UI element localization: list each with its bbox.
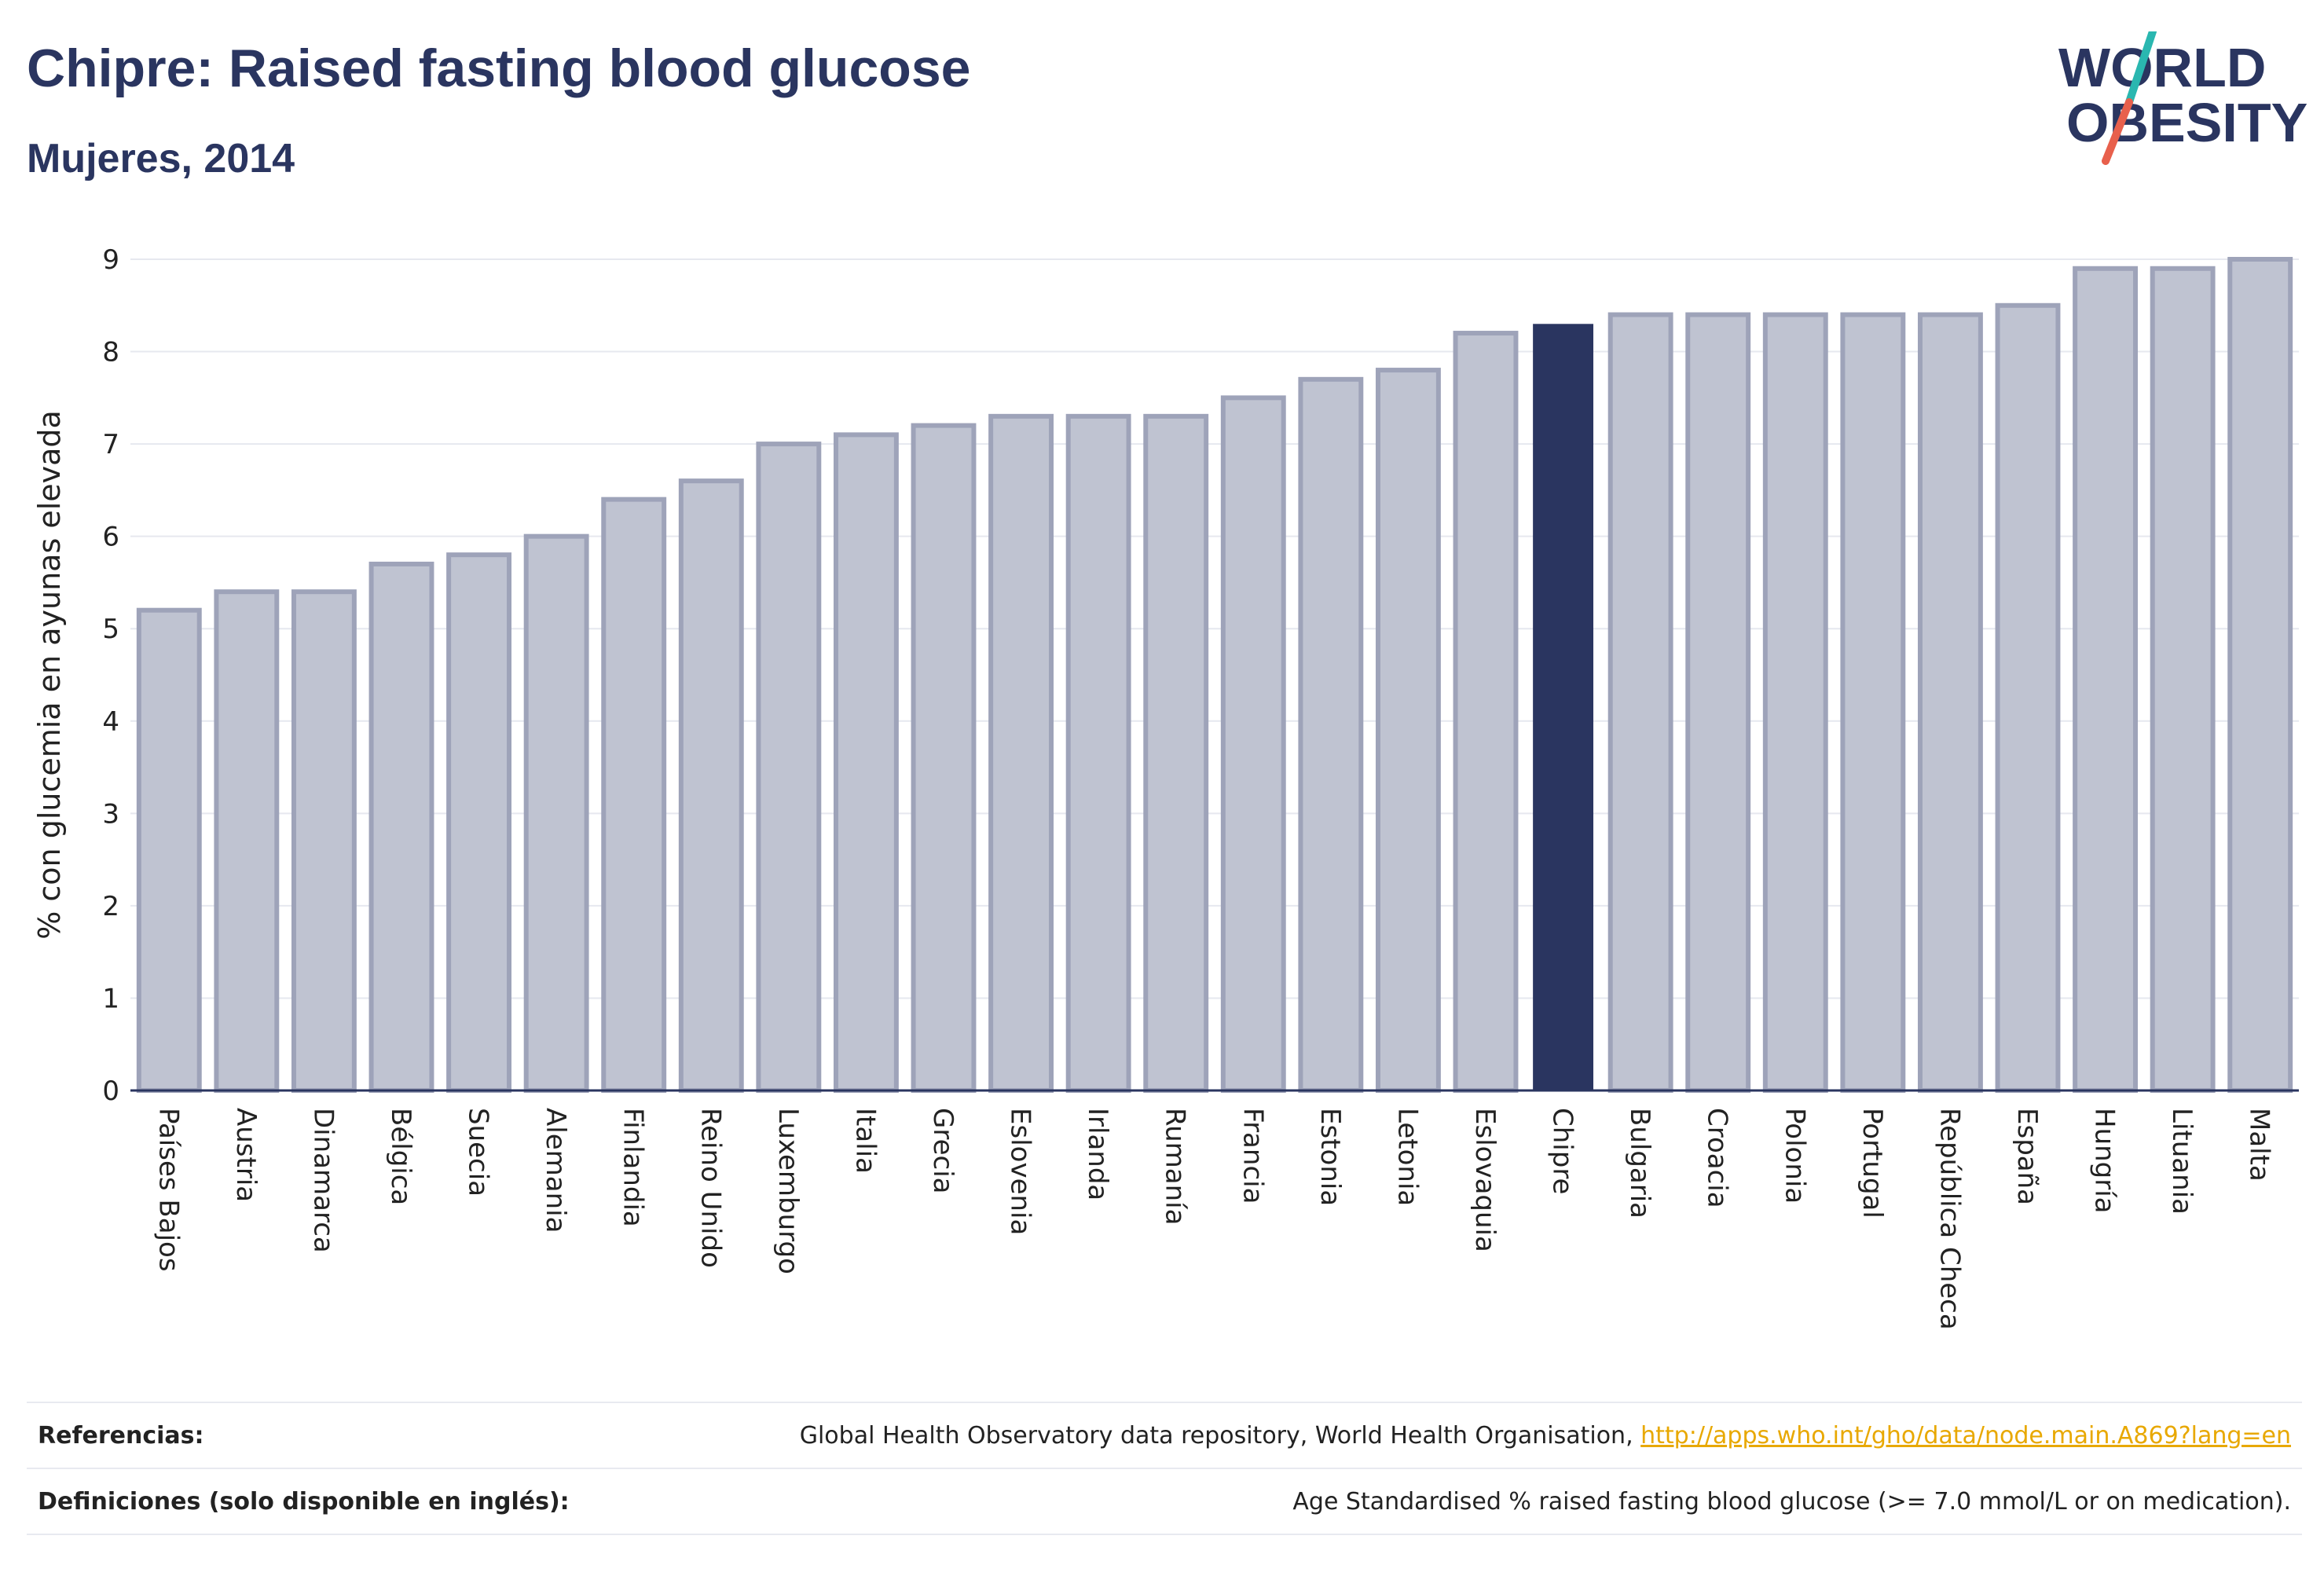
bar-chipre[interactable]: [1533, 324, 1594, 1090]
logo-slash-bottom: [2102, 98, 2133, 165]
bar-hungría[interactable]: [2073, 266, 2139, 1093]
definitions-row: Definiciones (solo disponible en inglés)…: [27, 1468, 2302, 1535]
y-tick-label: 7: [102, 429, 119, 460]
bar-irlanda[interactable]: [1065, 413, 1131, 1094]
x-tick-label: Estonia: [1314, 1108, 1346, 1206]
y-tick-label: 4: [102, 706, 119, 738]
y-tick-labels: 0 1 2 3 4 5 6 7 8 9: [102, 244, 119, 1107]
x-tick-label: España: [2011, 1108, 2043, 1205]
x-tick-label: Letonia: [1391, 1108, 1423, 1206]
x-tick-label: Italia: [849, 1108, 881, 1174]
world-obesity-logo: WORLD OBESITY: [2058, 31, 2308, 165]
bar-letonia[interactable]: [1375, 368, 1441, 1094]
definitions-label: Definiciones (solo disponible en inglés)…: [38, 1488, 570, 1516]
x-tick-label: República Checa: [1934, 1108, 1965, 1330]
logo-line2: OBESITY: [2066, 92, 2308, 153]
x-tick-label: Dinamarca: [307, 1108, 339, 1253]
bar-chart: 0 1 2 3 4 5 6 7 8 9 Países Bajos Austria Dinamarca B…: [32, 244, 2299, 1330]
bar-francia[interactable]: [1220, 395, 1286, 1094]
x-tick-label: Países Bajos: [152, 1108, 184, 1272]
y-tick-label: 6: [102, 522, 119, 553]
references-label: Referencias:: [38, 1422, 204, 1450]
x-tick-label: Luxemburgo: [772, 1108, 804, 1274]
x-tick-label: Grecia: [927, 1108, 959, 1193]
bar-polonia[interactable]: [1762, 312, 1828, 1094]
bar-bulgaria[interactable]: [1607, 312, 1673, 1094]
chart-subtitle: Mujeres, 2014: [27, 136, 295, 181]
references-text: Global Health Observatory data repositor…: [799, 1422, 1641, 1450]
x-tick-label: Reino Unido: [695, 1108, 726, 1268]
references-value: Global Health Observatory data repositor…: [800, 1422, 2291, 1450]
footer: Referencias: Global Health Observatory d…: [27, 1402, 2302, 1535]
y-tick-label: 0: [102, 1076, 119, 1107]
x-tick-label: Lituania: [2166, 1108, 2198, 1215]
bar-finlandia[interactable]: [601, 497, 667, 1093]
x-tick-label: Francia: [1237, 1108, 1268, 1204]
bar-reino-unido[interactable]: [678, 478, 744, 1093]
bar-croacia[interactable]: [1685, 312, 1751, 1094]
x-tick-label: Suecia: [463, 1108, 494, 1197]
x-tick-label: Hungría: [2089, 1108, 2121, 1214]
bar-estonia[interactable]: [1298, 376, 1364, 1094]
bar-portugal[interactable]: [1840, 312, 1906, 1094]
x-tick-label: Chipre: [1547, 1108, 1578, 1194]
y-tick-label: 9: [102, 244, 119, 276]
logo-slash-top: [2125, 31, 2157, 106]
y-tick-label: 8: [102, 337, 119, 368]
x-tick-label: Malta: [2244, 1108, 2275, 1182]
bar-malta[interactable]: [2227, 257, 2293, 1093]
bar-eslovaquia[interactable]: [1453, 331, 1519, 1094]
logo-line1: WORLD: [2058, 37, 2266, 98]
y-tick-label: 2: [102, 891, 119, 922]
x-tick-label: Bulgaria: [1624, 1108, 1655, 1219]
x-tick-label: Finlandia: [618, 1108, 649, 1227]
bars: [136, 257, 2293, 1094]
bar-eslovenia[interactable]: [988, 413, 1054, 1094]
x-tick-label: Croacia: [1702, 1108, 1733, 1208]
references-link[interactable]: http://apps.who.int/gho/data/node.main.A…: [1640, 1422, 2291, 1450]
chart-title: Chipre: Raised fasting blood glucose: [27, 38, 971, 98]
bar-grecia[interactable]: [911, 423, 977, 1094]
x-tick-label: Polonia: [1779, 1108, 1810, 1204]
bar-españa[interactable]: [1995, 302, 2061, 1093]
x-tick-label: Eslovenia: [1005, 1108, 1036, 1235]
bar-alemania[interactable]: [523, 533, 589, 1093]
x-tick-labels: Países Bajos Austria Dinamarca Bélgica Sueci…: [152, 1108, 2275, 1330]
bar-bélgica[interactable]: [368, 561, 434, 1093]
x-tick-label: Rumanía: [1160, 1108, 1191, 1225]
bar-suecia[interactable]: [446, 552, 512, 1093]
x-tick-label: Irlanda: [1082, 1108, 1113, 1200]
y-tick-label: 1: [102, 983, 119, 1014]
x-tick-label: Bélgica: [385, 1108, 416, 1205]
bar-rumanía[interactable]: [1143, 413, 1209, 1094]
y-tick-label: 3: [102, 798, 119, 830]
references-row: Referencias: Global Health Observatory d…: [27, 1402, 2302, 1468]
bar-lituania[interactable]: [2150, 266, 2216, 1093]
x-tick-label: Alemania: [540, 1108, 571, 1233]
y-tick-label: 5: [102, 614, 119, 645]
bar-austria[interactable]: [214, 589, 280, 1093]
bar-república-checa[interactable]: [1917, 312, 1983, 1094]
x-tick-label: Portugal: [1857, 1108, 1888, 1219]
bar-países-bajos[interactable]: [136, 607, 202, 1093]
definitions-value: Age Standardised % raised fasting blood …: [1292, 1488, 2291, 1516]
bar-luxemburgo[interactable]: [756, 442, 822, 1094]
x-tick-label: Eslovaquia: [1469, 1108, 1501, 1252]
x-tick-label: Austria: [230, 1108, 262, 1202]
bar-italia[interactable]: [833, 432, 899, 1094]
bar-dinamarca[interactable]: [291, 589, 357, 1093]
y-axis-title: % con glucemia en ayunas elevada: [32, 410, 67, 940]
